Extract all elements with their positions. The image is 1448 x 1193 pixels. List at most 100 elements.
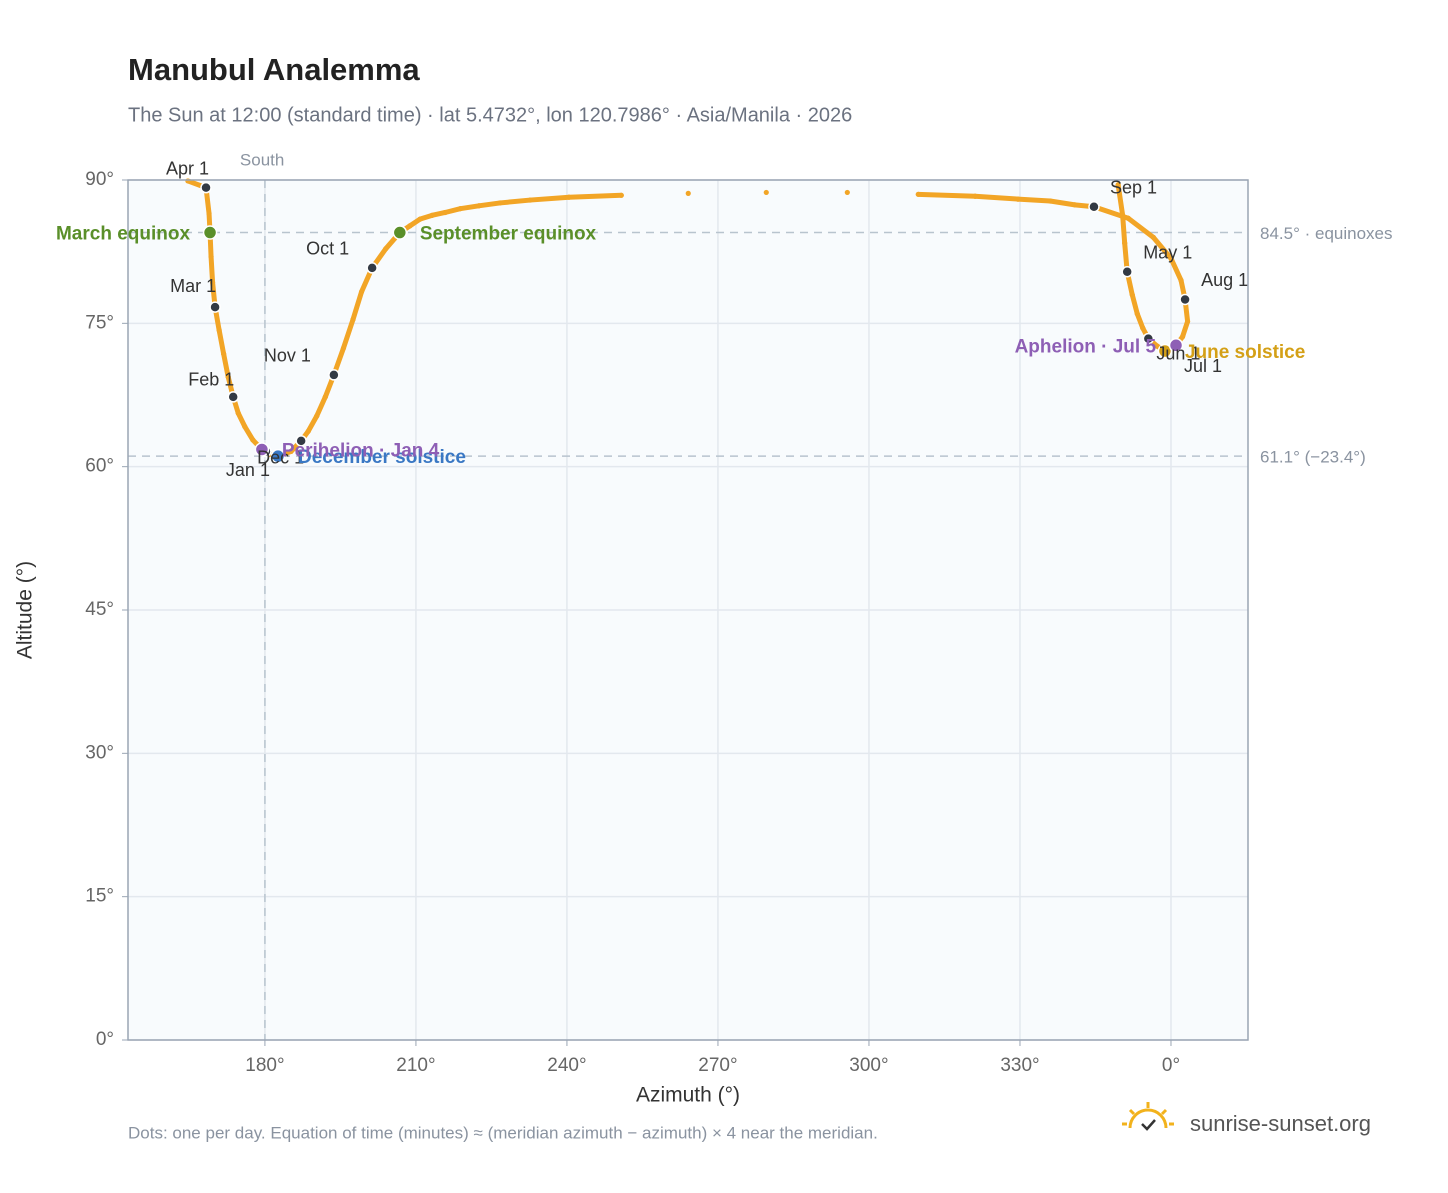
y-tick-label: 45°	[85, 599, 114, 620]
analemma-segment	[497, 197, 533, 206]
daily-dot	[1178, 277, 1184, 283]
daily-dot	[185, 178, 191, 184]
month-marker	[1142, 332, 1155, 345]
analemma-segment	[208, 253, 216, 285]
y-axis-label: Altitude (°)	[14, 561, 37, 659]
daily-dot	[685, 190, 691, 196]
daily-dot	[216, 327, 222, 333]
month-label: Jul 1	[1184, 356, 1222, 376]
daily-dot	[221, 351, 227, 357]
daily-dot	[1168, 255, 1174, 261]
daily-dot	[1047, 198, 1053, 204]
analemma-segment	[221, 351, 231, 380]
analemma-segment	[915, 191, 978, 199]
month-marker	[295, 435, 307, 447]
daily-dot	[763, 189, 769, 196]
month-marker	[227, 391, 239, 403]
daily-dot	[417, 216, 423, 222]
daily-dot	[1072, 202, 1078, 208]
month-marker	[1179, 293, 1191, 306]
daily-dot	[1015, 196, 1021, 202]
footnote: Dots: one per day. Equation of time (min…	[128, 1123, 878, 1142]
analemma-segment	[1115, 182, 1126, 218]
month-marker	[1088, 201, 1100, 213]
analemma-segment	[1150, 234, 1174, 261]
daily-dot	[915, 191, 921, 197]
daily-dot	[1122, 240, 1128, 246]
x-tick-label: 0°	[1162, 1055, 1180, 1076]
reference-label: 84.5° · equinoxes	[1260, 224, 1393, 243]
brand-logo	[1122, 1102, 1174, 1131]
analemma-segment	[1015, 196, 1053, 204]
analemma-segment	[216, 327, 227, 357]
daily-dot	[322, 394, 328, 400]
daily-dot	[383, 246, 389, 252]
analemma-segment	[476, 200, 503, 209]
analemma-segment	[1168, 255, 1184, 283]
event-marker	[254, 442, 270, 457]
daily-dot	[358, 289, 365, 295]
daily-dot	[206, 210, 212, 217]
month-marker	[200, 181, 212, 194]
chart-subtitle: The Sun at 12:00 (standard time) · lat 5…	[128, 104, 852, 126]
month-marker	[366, 262, 378, 274]
chart-title: Manubul Analemma	[128, 52, 420, 87]
analemma-segment	[1120, 212, 1128, 246]
reference-label: 61.1° (−23.4°)	[1260, 448, 1366, 467]
month-label: Jan 1	[226, 460, 270, 480]
daily-dot	[407, 223, 413, 229]
daily-dot	[235, 410, 241, 416]
month-label: May 1	[1143, 242, 1192, 262]
event-label: Aphelion · Jul 5	[1015, 336, 1157, 357]
plot-frame	[127, 179, 1249, 1041]
daily-dot	[566, 194, 572, 200]
analemma-segment	[1180, 318, 1191, 340]
event-marker	[1168, 338, 1184, 353]
analemma-segment	[566, 192, 624, 200]
x-tick-label: 270°	[698, 1055, 737, 1076]
month-label: Sep 1	[1110, 178, 1157, 198]
daily-dot	[429, 212, 435, 218]
y-tick-label: 90°	[85, 169, 114, 190]
month-label: Nov 1	[264, 346, 311, 366]
month-label: Dec 1	[257, 448, 304, 468]
daily-dot	[305, 428, 311, 434]
y-tick-label: 0°	[96, 1029, 114, 1050]
month-label: Oct 1	[306, 239, 349, 259]
x-tick-label: 240°	[547, 1055, 586, 1076]
daily-dot	[1140, 325, 1146, 331]
month-label: Aug 1	[1201, 270, 1248, 290]
y-tick-label: 30°	[85, 742, 114, 763]
event-marker	[202, 225, 218, 240]
x-tick-label: 300°	[849, 1055, 888, 1076]
daily-dot	[618, 192, 624, 198]
month-marker	[328, 369, 340, 381]
meridian-label: South	[240, 150, 284, 169]
daily-dot	[972, 193, 978, 199]
daily-dot	[209, 279, 216, 285]
daily-dot	[225, 374, 231, 380]
x-axis-label: Azimuth (°)	[636, 1084, 740, 1107]
x-tick-label: 180°	[245, 1055, 284, 1076]
month-label: Apr 1	[166, 158, 209, 178]
daily-dot	[1115, 182, 1121, 188]
event-marker	[1157, 343, 1173, 359]
daily-dot	[497, 200, 503, 206]
analemma-segment	[242, 424, 256, 443]
analemma-segment	[305, 413, 320, 434]
daily-dot	[314, 413, 320, 419]
daily-dot	[442, 209, 448, 216]
daily-dot	[844, 189, 850, 196]
daily-dot	[1150, 234, 1156, 240]
analemma-segment	[1129, 292, 1140, 317]
analemma-segment	[314, 394, 328, 419]
daily-dot	[242, 423, 248, 430]
y-tick-label: 15°	[85, 886, 114, 907]
daily-dot	[1120, 212, 1126, 218]
analemma-segment	[457, 203, 482, 212]
month-marker	[209, 301, 221, 313]
event-label: December solstice	[298, 447, 466, 468]
analemma-segment	[350, 289, 365, 323]
analemma-segment	[527, 194, 572, 203]
